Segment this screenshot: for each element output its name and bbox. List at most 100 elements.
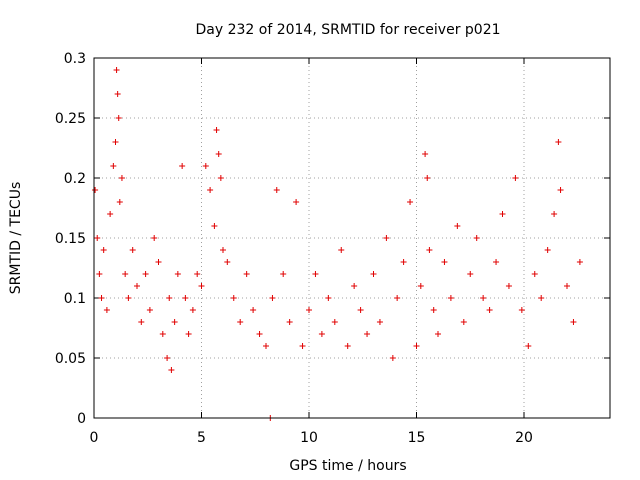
data-point	[113, 67, 120, 73]
data-point	[168, 367, 175, 373]
data-point	[486, 307, 493, 313]
data-point	[118, 175, 125, 181]
data-point	[280, 271, 287, 277]
data-point	[110, 163, 117, 169]
data-point	[413, 343, 420, 349]
data-point	[499, 211, 506, 217]
grid-lines	[94, 58, 610, 418]
data-point	[174, 271, 181, 277]
data-point	[220, 247, 226, 253]
data-point	[122, 271, 129, 277]
data-point	[512, 175, 519, 181]
data-points	[92, 67, 583, 421]
data-point	[217, 175, 224, 181]
data-point	[473, 235, 480, 241]
data-point	[555, 139, 562, 145]
data-point	[557, 187, 564, 193]
data-point	[493, 259, 500, 265]
plot-frame	[93, 57, 611, 419]
data-point	[364, 331, 371, 337]
data-point	[194, 271, 201, 277]
data-point	[211, 223, 218, 229]
data-point	[142, 271, 149, 277]
data-point	[171, 319, 178, 325]
x-tick-label: 15	[408, 430, 426, 446]
data-point	[351, 283, 358, 289]
data-point	[189, 307, 196, 313]
x-tick-label: 5	[197, 430, 206, 446]
data-point	[107, 211, 114, 217]
data-point	[198, 283, 205, 289]
data-point	[299, 343, 306, 349]
data-point	[426, 247, 433, 253]
y-axis-label: SRMTID / TECUs	[8, 182, 24, 295]
data-point	[383, 235, 390, 241]
data-point	[518, 307, 525, 313]
data-point	[250, 307, 257, 313]
chart-title: Day 232 of 2014, SRMTID for receiver p02…	[195, 22, 500, 38]
x-tick-label: 20	[515, 430, 533, 446]
data-point	[312, 271, 319, 277]
data-point	[318, 331, 325, 337]
data-point	[273, 187, 280, 193]
x-tick-label: 0	[90, 430, 99, 446]
data-point	[215, 151, 222, 157]
data-point	[407, 199, 414, 205]
axis-ticks: 0 0.05 0.1 0.15 0.2 0.25 0.3 0 5 10 15 20	[55, 51, 610, 446]
data-point	[460, 319, 467, 325]
data-point	[286, 319, 293, 325]
data-point	[447, 295, 454, 301]
data-point	[400, 259, 407, 265]
data-point	[224, 259, 231, 265]
data-point	[114, 91, 121, 97]
data-point	[376, 319, 383, 325]
data-point	[306, 307, 312, 313]
data-point	[159, 331, 166, 337]
y-tick-label: 0.1	[64, 291, 86, 307]
data-point	[213, 127, 220, 133]
data-point	[155, 259, 162, 265]
data-point	[480, 295, 487, 301]
data-point	[256, 331, 263, 337]
data-point	[544, 247, 551, 253]
data-point	[94, 235, 101, 241]
data-point	[424, 175, 431, 181]
data-point	[531, 271, 538, 277]
data-point	[338, 247, 345, 253]
data-point	[138, 319, 145, 325]
data-point	[98, 295, 105, 301]
data-point	[166, 295, 173, 301]
data-point	[185, 331, 192, 337]
data-point	[125, 295, 132, 301]
data-point	[182, 295, 189, 301]
data-point	[129, 247, 136, 253]
y-tick-label: 0.2	[64, 171, 86, 187]
data-point	[164, 355, 171, 361]
data-point	[422, 151, 429, 157]
y-tick-label: 0	[77, 411, 86, 427]
data-point	[293, 199, 300, 205]
y-tick-label: 0.3	[64, 51, 86, 67]
data-point	[441, 259, 448, 265]
data-point	[344, 343, 351, 349]
data-point	[100, 247, 107, 253]
y-tick-label: 0.15	[55, 231, 86, 247]
data-point	[525, 343, 532, 349]
x-tick-label: 10	[300, 430, 318, 446]
data-point	[430, 307, 437, 313]
data-point	[116, 199, 123, 205]
data-point	[146, 307, 153, 313]
data-point	[230, 295, 237, 301]
data-point	[207, 187, 214, 193]
x-axis-label: GPS time / hours	[289, 458, 406, 474]
data-point	[202, 163, 209, 169]
data-point	[435, 331, 441, 337]
data-point	[96, 271, 103, 277]
data-point	[325, 295, 332, 301]
data-point	[389, 355, 396, 361]
data-point	[115, 115, 122, 121]
data-point	[551, 211, 558, 217]
data-point	[134, 283, 140, 289]
data-point	[243, 271, 250, 277]
